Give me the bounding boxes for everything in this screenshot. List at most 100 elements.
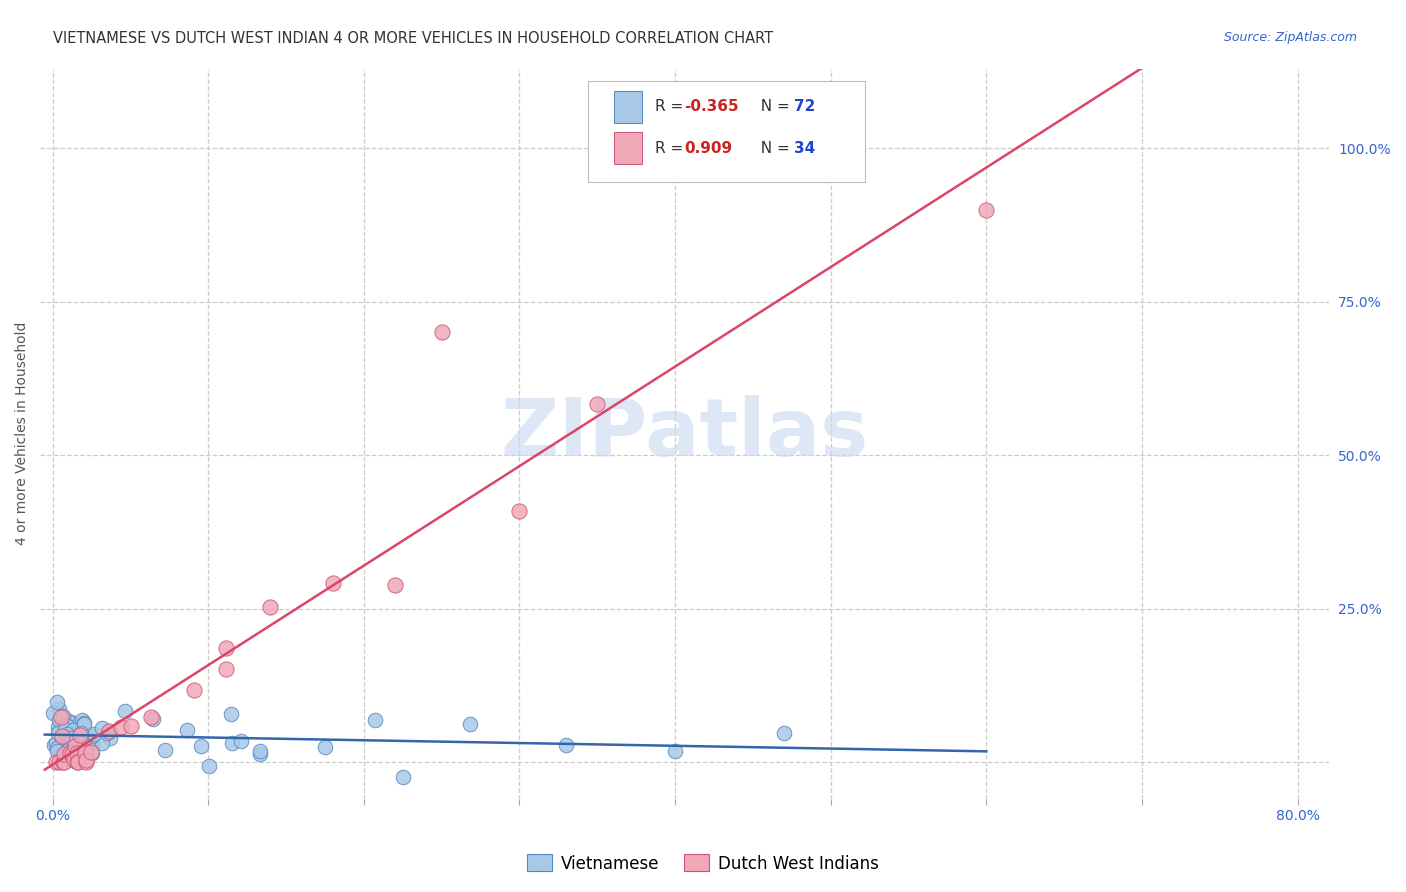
Point [53,722,76,736]
Point [42,706,65,720]
Point [46,726,69,740]
Text: ZIPatlas: ZIPatlas [501,395,869,473]
Text: R =: R = [655,99,688,114]
Point [48,702,70,716]
Point [458,716,481,731]
Text: 34: 34 [794,141,815,155]
Point [49,714,72,728]
Point [67,756,90,770]
Point [974,202,997,217]
Point [508,503,530,517]
Point [314,740,336,755]
Point [66,756,89,770]
Point [59,715,82,730]
Point [221,736,243,750]
Point [384,578,406,592]
Point [70,713,93,727]
Point [49,734,72,748]
Point [48,724,70,739]
Point [55,739,77,754]
FancyBboxPatch shape [613,91,643,123]
Point [48,713,70,727]
Point [664,744,686,758]
Point [66,735,89,749]
Point [63,738,86,752]
Point [48,756,70,770]
Point [42,739,65,753]
Point [96,726,118,740]
Point [56,718,79,732]
Point [66,739,89,754]
Point [65,739,87,753]
Point [56,715,79,730]
Point [80,745,103,759]
Point [197,758,219,772]
FancyBboxPatch shape [588,81,865,182]
Point [52,709,75,723]
Point [91,735,114,749]
Point [59,749,82,764]
Point [66,746,89,760]
Point [259,599,281,614]
Point [52,756,75,770]
Point [59,721,82,735]
Point [114,704,136,718]
Point [45,756,67,770]
Point [70,725,93,739]
Point [176,723,198,737]
Text: R =: R = [655,141,693,155]
Point [75,731,97,745]
Point [69,723,91,738]
Point [215,662,238,676]
Point [75,756,97,770]
Point [63,753,86,767]
Point [229,734,252,748]
Legend: Vietnamese, Dutch West Indians: Vietnamese, Dutch West Indians [520,847,886,880]
Point [56,740,79,755]
Point [73,715,96,730]
Point [59,750,82,764]
Point [60,747,83,761]
Point [67,727,90,741]
Point [55,726,77,740]
Point [80,737,103,751]
Point [82,746,104,760]
Point [56,734,79,748]
Point [90,721,112,735]
Point [60,731,83,746]
Point [56,714,79,729]
Point [49,710,72,724]
Point [82,729,104,743]
Point [75,753,97,767]
Point [62,723,84,737]
Point [55,731,77,746]
Point [249,744,271,758]
Point [139,710,162,724]
Point [391,771,413,785]
Point [586,397,609,411]
Point [46,695,69,709]
Point [322,576,344,591]
Point [110,720,132,734]
Point [363,713,385,727]
Point [45,744,67,758]
Point [555,738,578,752]
Text: -0.365: -0.365 [685,99,740,114]
Text: Source: ZipAtlas.com: Source: ZipAtlas.com [1223,31,1357,45]
Point [59,746,82,760]
Text: N =: N = [751,141,794,155]
Point [53,748,76,763]
Y-axis label: 4 or more Vehicles in Household: 4 or more Vehicles in Household [15,322,30,546]
Point [62,720,84,734]
Point [73,717,96,731]
Point [73,734,96,748]
Text: N =: N = [751,99,794,114]
Point [51,729,73,743]
Point [183,683,205,698]
Point [98,724,121,739]
Point [56,727,79,741]
Point [215,641,238,656]
Text: 72: 72 [794,99,815,114]
Point [773,726,796,740]
Text: VIETNAMESE VS DUTCH WEST INDIAN 4 OR MORE VEHICLES IN HOUSEHOLD CORRELATION CHAR: VIETNAMESE VS DUTCH WEST INDIAN 4 OR MOR… [53,31,773,46]
